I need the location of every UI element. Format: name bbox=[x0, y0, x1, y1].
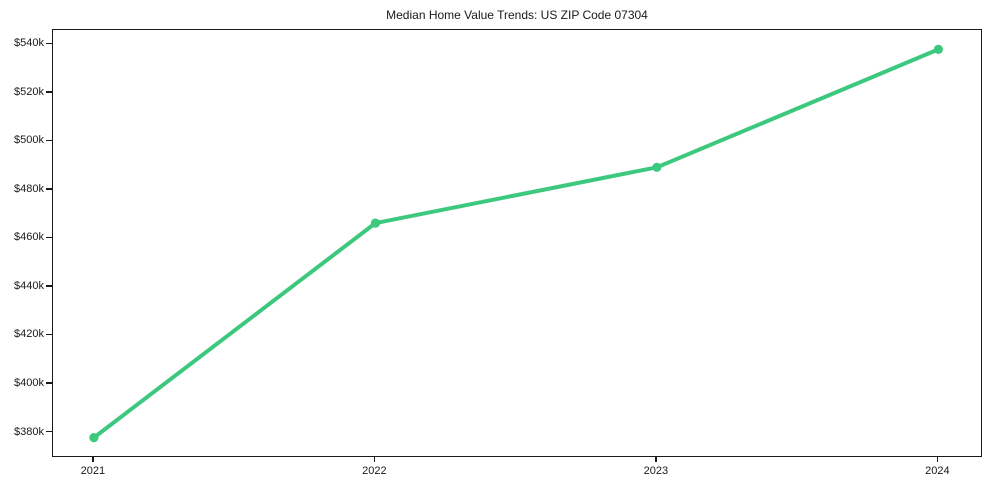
line-chart-canvas bbox=[89, 44, 944, 443]
x-tick-label: 2024 bbox=[925, 465, 950, 477]
y-tick-label: $520k bbox=[14, 85, 44, 98]
chart-title: Median Home Value Trends: US ZIP Code 07… bbox=[386, 8, 648, 22]
y-tick-label: $500k bbox=[14, 134, 44, 147]
data-point-marker bbox=[89, 433, 99, 443]
y-tick-label: $420k bbox=[14, 328, 44, 341]
x-tick-label: 2021 bbox=[80, 465, 106, 477]
data-point-marker bbox=[370, 218, 380, 228]
x-tick-label: 2023 bbox=[643, 465, 669, 477]
data-point-marker bbox=[652, 162, 662, 172]
y-tick-label: $440k bbox=[14, 279, 44, 292]
y-tick-label: $460k bbox=[14, 231, 44, 244]
y-tick-label: $380k bbox=[14, 425, 44, 438]
data-point-marker bbox=[933, 44, 944, 54]
x-tick-label: 2022 bbox=[362, 465, 387, 477]
plot-area bbox=[52, 29, 982, 457]
y-tick-label: $400k bbox=[14, 376, 44, 389]
y-tick-label: $540k bbox=[14, 37, 44, 50]
y-tick-label: $480k bbox=[14, 182, 44, 195]
trend-line bbox=[91, 47, 941, 440]
